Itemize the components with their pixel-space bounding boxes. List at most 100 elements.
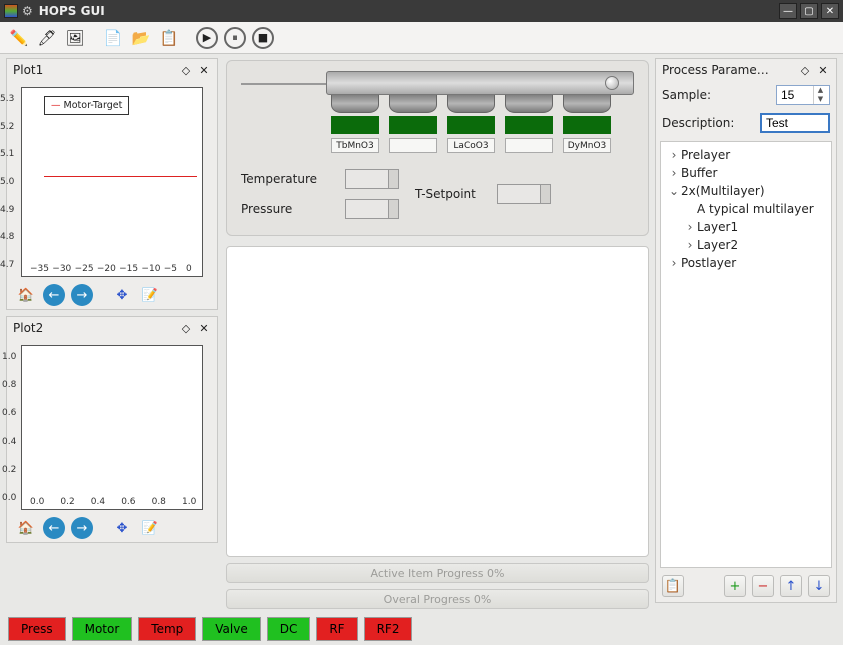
tree-twisty-icon[interactable]: › <box>683 220 697 234</box>
plot1-xtick: −5 <box>164 264 177 274</box>
status-button-dc[interactable]: DC <box>267 617 311 641</box>
play-button[interactable]: ▶ <box>194 25 220 51</box>
target-cylinder-icon <box>563 95 611 113</box>
target-slot[interactable]: LaCoO3 <box>447 95 497 153</box>
target-slot[interactable]: TbMnO3 <box>331 95 381 153</box>
plot1-ytick: 5.1 <box>0 149 14 159</box>
plot1-ytick: 5.3 <box>0 94 14 104</box>
pause-button[interactable]: ⏸ <box>222 25 248 51</box>
target-cylinder-icon <box>447 95 495 113</box>
rail-carriage[interactable] <box>326 71 634 95</box>
plot2-canvas: 0.00.20.40.60.81.00.00.20.40.60.81.0 <box>21 345 203 510</box>
pressure-field[interactable] <box>345 199 399 219</box>
target-rail: TbMnO3 LaCoO3 DyMnO3 <box>241 71 634 155</box>
stop-button[interactable]: ■ <box>250 25 276 51</box>
sample-spinbox[interactable]: ▲▼ <box>776 85 830 105</box>
status-button-motor[interactable]: Motor <box>72 617 133 641</box>
forward-icon[interactable]: → <box>71 284 93 306</box>
status-button-press[interactable]: Press <box>8 617 66 641</box>
target-slot[interactable]: DyMnO3 <box>563 95 613 153</box>
process-action-button[interactable]: 📋 <box>662 575 684 597</box>
active-progress: Active Item Progress 0% <box>226 563 649 583</box>
gear-icon: ⚙ <box>22 4 33 18</box>
back-icon[interactable]: ← <box>43 517 65 539</box>
overall-progress: Overal Progress 0% <box>226 589 649 609</box>
tree-twisty-icon[interactable]: › <box>683 238 697 252</box>
target-label <box>389 138 437 153</box>
maximize-button[interactable]: ▢ <box>800 3 818 19</box>
brush-icon[interactable]: 🖊 <box>34 25 60 51</box>
plot2-close-icon[interactable]: ✕ <box>197 321 211 335</box>
target-status-icon <box>563 116 611 134</box>
plot1-undock-icon[interactable]: ◇ <box>179 63 193 77</box>
status-button-valve[interactable]: Valve <box>202 617 260 641</box>
tree-item[interactable]: ›Layer1 <box>663 218 829 236</box>
plot2-ytick: 0.4 <box>2 437 16 447</box>
process-action-button[interactable]: ↑ <box>780 575 802 597</box>
tree-label: Prelayer <box>681 148 730 162</box>
new-doc-icon[interactable]: 📄 <box>100 25 126 51</box>
edit-icon[interactable]: ✏️ <box>6 25 32 51</box>
tree-twisty-icon[interactable]: › <box>667 256 681 270</box>
temperature-field[interactable] <box>345 169 399 189</box>
target-slot[interactable] <box>505 95 555 153</box>
description-input[interactable] <box>760 113 830 133</box>
tsetpoint-label: T-Setpoint <box>415 187 487 201</box>
forward-icon[interactable]: → <box>71 517 93 539</box>
open-icon[interactable]: 📂 <box>128 25 154 51</box>
process-tree[interactable]: ›Prelayer›Buffer⌄2x(Multilayer) A typica… <box>660 141 832 568</box>
tree-item[interactable]: ›Prelayer <box>663 146 829 164</box>
tree-label: 2x(Multilayer) <box>681 184 765 198</box>
edit-plot-icon[interactable]: 📝 <box>139 284 161 306</box>
target-cylinder-icon <box>389 95 437 113</box>
device-card: TbMnO3LaCoO3DyMnO3 Temperature Pressure … <box>226 60 649 236</box>
pan-icon[interactable]: ✥ <box>111 284 133 306</box>
target-label <box>505 138 553 153</box>
log-area[interactable] <box>226 246 649 557</box>
target-slot[interactable] <box>389 95 439 153</box>
sample-input[interactable] <box>777 88 813 102</box>
pan-icon[interactable]: ✥ <box>111 517 133 539</box>
tree-item[interactable]: ›Postlayer <box>663 254 829 272</box>
picture-icon[interactable]: 🖼 <box>62 25 88 51</box>
close-button[interactable]: ✕ <box>821 3 839 19</box>
tree-item[interactable]: A typical multilayer <box>663 200 829 218</box>
home-icon[interactable]: 🏠 <box>15 517 37 539</box>
process-undock-icon[interactable]: ◇ <box>798 63 812 77</box>
tree-item[interactable]: ›Layer2 <box>663 236 829 254</box>
status-button-rf2[interactable]: RF2 <box>364 617 413 641</box>
tree-twisty-icon[interactable]: › <box>667 166 681 180</box>
plot2-ytick: 0.2 <box>2 465 16 475</box>
home-icon[interactable]: 🏠 <box>15 284 37 306</box>
tree-item[interactable]: ⌄2x(Multilayer) <box>663 182 829 200</box>
tree-twisty-icon[interactable]: › <box>667 148 681 162</box>
plot2-xtick: 0.4 <box>91 497 105 507</box>
plot1-ytick: 5.2 <box>0 122 14 132</box>
notes-icon[interactable]: 📋 <box>156 25 182 51</box>
plot2-undock-icon[interactable]: ◇ <box>179 321 193 335</box>
plot1-ytick: 4.8 <box>0 232 14 242</box>
rail-knob-icon[interactable] <box>605 76 619 90</box>
back-icon[interactable]: ← <box>43 284 65 306</box>
process-action-button[interactable]: ↓ <box>808 575 830 597</box>
right-column: Process Parame… ◇ ✕ Sample: ▲▼ Descripti… <box>653 54 843 613</box>
edit-plot-icon[interactable]: 📝 <box>139 517 161 539</box>
process-action-button[interactable]: − <box>752 575 774 597</box>
sample-label: Sample: <box>662 88 711 102</box>
status-bar: PressMotorTempValve DCRF RF2 <box>0 613 843 645</box>
tree-item[interactable]: ›Buffer <box>663 164 829 182</box>
process-action-button[interactable]: + <box>724 575 746 597</box>
plot2-xtick: 0.6 <box>121 497 135 507</box>
plot1-close-icon[interactable]: ✕ <box>197 63 211 77</box>
plot1-xtick: −15 <box>119 264 138 274</box>
minimize-button[interactable]: — <box>779 3 797 19</box>
plot1-ytick: 5.0 <box>0 177 14 187</box>
tree-twisty-icon[interactable]: ⌄ <box>667 184 681 198</box>
status-button-temp[interactable]: Temp <box>138 617 196 641</box>
process-close-icon[interactable]: ✕ <box>816 63 830 77</box>
tsetpoint-field[interactable] <box>497 184 551 204</box>
status-button-rf[interactable]: RF <box>316 617 357 641</box>
target-status-icon <box>505 116 553 134</box>
left-column: Plot1 ◇ ✕ — Motor-Target 4.74.84.95.05.1… <box>0 54 222 613</box>
plot1-series-line <box>44 176 197 177</box>
